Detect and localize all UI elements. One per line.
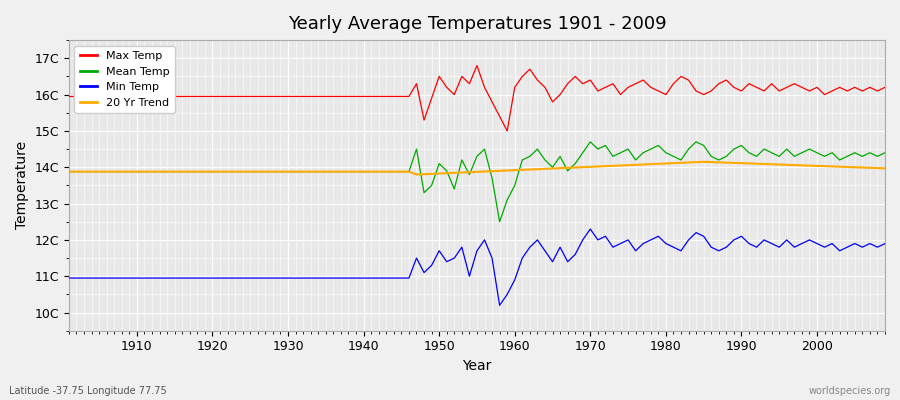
X-axis label: Year: Year [463,359,491,373]
Text: worldspecies.org: worldspecies.org [809,386,891,396]
Text: Latitude -37.75 Longitude 77.75: Latitude -37.75 Longitude 77.75 [9,386,166,396]
Legend: Max Temp, Mean Temp, Min Temp, 20 Yr Trend: Max Temp, Mean Temp, Min Temp, 20 Yr Tre… [75,46,175,114]
Y-axis label: Temperature: Temperature [15,141,29,230]
Title: Yearly Average Temperatures 1901 - 2009: Yearly Average Temperatures 1901 - 2009 [288,15,666,33]
